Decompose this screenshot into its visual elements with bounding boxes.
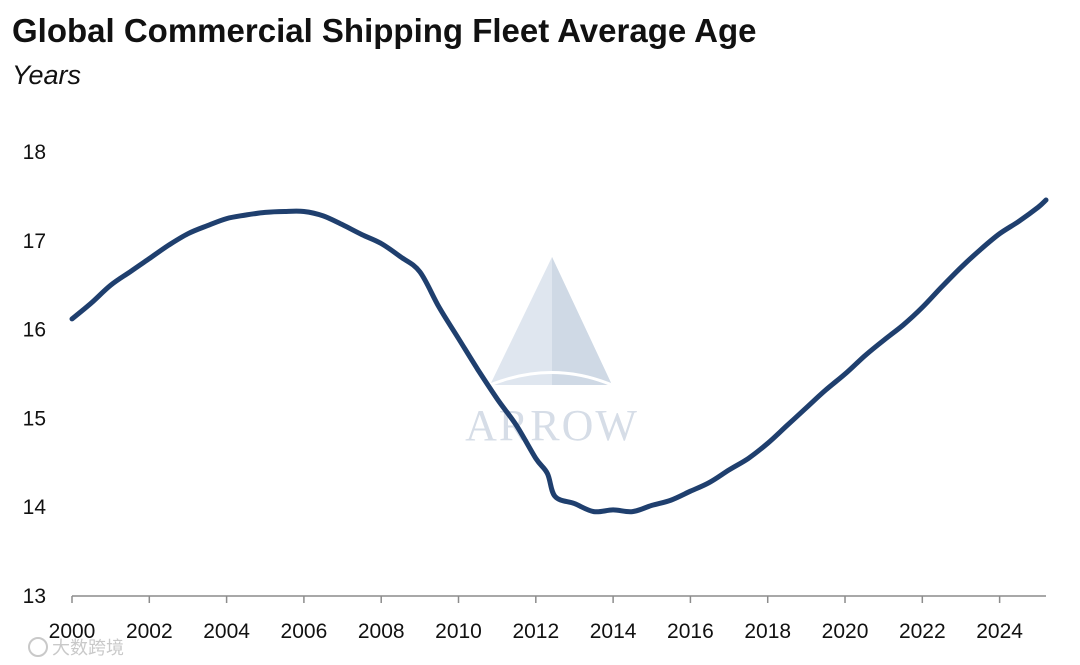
y-tick-label: 15 xyxy=(23,407,46,430)
x-tick-label: 2018 xyxy=(744,620,791,643)
x-tick-label: 2002 xyxy=(126,620,173,643)
y-tick-label: 17 xyxy=(23,230,46,253)
y-tick-label: 14 xyxy=(23,496,47,519)
x-tick-label: 2024 xyxy=(976,620,1023,643)
arrow-watermark-logo: ARROW xyxy=(465,257,639,450)
x-tick-label: 2012 xyxy=(512,620,559,643)
y-tick-label: 18 xyxy=(23,141,46,164)
source-watermark-text: 大数跨境 xyxy=(52,638,124,658)
x-tick-label: 2006 xyxy=(281,620,328,643)
y-tick-label: 16 xyxy=(23,319,46,342)
x-tick-label: 2004 xyxy=(203,620,250,643)
watermark-logo-icon xyxy=(28,637,48,657)
x-tick-label: 2020 xyxy=(822,620,869,643)
x-tick-label: 2022 xyxy=(899,620,946,643)
x-tick-label: 2010 xyxy=(435,620,482,643)
chart-subtitle: Years xyxy=(12,60,82,90)
x-tick-label: 2014 xyxy=(590,620,637,643)
y-tick-label: 13 xyxy=(23,585,46,608)
x-tick-label: 2008 xyxy=(358,620,405,643)
chart-title: Global Commercial Shipping Fleet Average… xyxy=(12,12,757,49)
x-tick-label: 2000 xyxy=(49,620,96,643)
series-line-average-age xyxy=(69,197,1049,515)
source-watermark: 大数跨境 xyxy=(28,634,124,660)
x-tick-label: 2016 xyxy=(667,620,714,643)
arrow-watermark-text: ARROW xyxy=(465,401,639,450)
